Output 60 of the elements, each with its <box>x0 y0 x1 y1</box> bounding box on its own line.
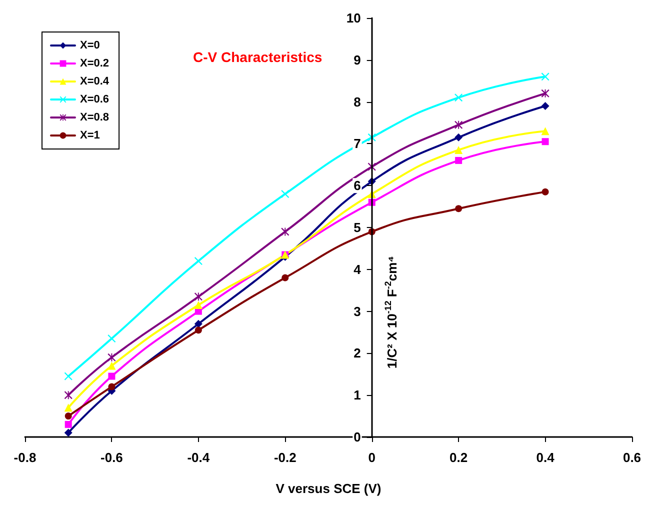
x-axis-title: V versus SCE (V) <box>276 481 382 496</box>
y-axis-title: 1/C² X 10-12 F-2cm⁴ <box>382 256 400 369</box>
y-tick-label: 7 <box>354 136 361 152</box>
point <box>541 72 550 81</box>
point <box>454 133 463 142</box>
x-tick-label: 0.6 <box>622 450 642 465</box>
point <box>64 372 72 380</box>
legend-label: X=0.2 <box>80 58 110 70</box>
point <box>542 138 549 146</box>
point <box>108 372 116 380</box>
point <box>194 326 202 334</box>
legend-label: X=0 <box>80 40 100 52</box>
y-tick-label: 4 <box>354 262 362 277</box>
text: C-V Characteristics <box>193 49 322 65</box>
x-tick-label: -0.8 <box>14 450 36 465</box>
legend-label: X=0.8 <box>80 112 110 124</box>
x-tick-label: -0.4 <box>187 450 210 465</box>
point <box>64 404 72 412</box>
point <box>194 257 202 266</box>
x-tick-label: 0 <box>368 450 376 465</box>
legend-label: X=0.4 <box>80 76 110 88</box>
point <box>281 228 290 236</box>
point <box>541 102 550 110</box>
x-tick-label: 0.2 <box>450 450 468 465</box>
legend-label: X=0.6 <box>80 94 110 106</box>
point <box>282 274 289 282</box>
point <box>541 127 550 136</box>
y-tick-label: 2 <box>354 346 361 361</box>
x-tick-label: -0.2 <box>274 450 296 465</box>
point <box>108 334 116 343</box>
point <box>108 362 116 370</box>
y-tick-label: 6 <box>354 178 361 194</box>
y-tick-label: 9 <box>354 52 361 68</box>
point <box>64 420 72 428</box>
point <box>454 146 463 154</box>
y-tick-label: 3 <box>354 304 361 319</box>
y-tick-label: 0 <box>354 430 361 444</box>
point <box>194 301 202 310</box>
legend-label: X=1 <box>80 130 100 142</box>
point <box>194 320 202 328</box>
y-tick-label: 1 <box>354 388 361 403</box>
point <box>108 353 116 362</box>
point <box>64 428 72 437</box>
y-tick-label: 8 <box>354 94 361 110</box>
point <box>454 94 463 102</box>
point <box>108 383 116 390</box>
point <box>542 188 549 196</box>
y-tick-label: 5 <box>354 220 361 235</box>
x-tick-label: -0.6 <box>100 450 123 465</box>
point <box>64 391 72 400</box>
point <box>454 120 463 129</box>
point <box>281 190 290 198</box>
point <box>194 292 202 301</box>
y-tick-label: 10 <box>346 10 361 26</box>
point <box>541 89 550 98</box>
point <box>455 205 462 212</box>
point <box>368 133 376 142</box>
point <box>455 156 462 164</box>
point <box>64 412 72 420</box>
x-tick-label: 0.4 <box>536 450 556 465</box>
